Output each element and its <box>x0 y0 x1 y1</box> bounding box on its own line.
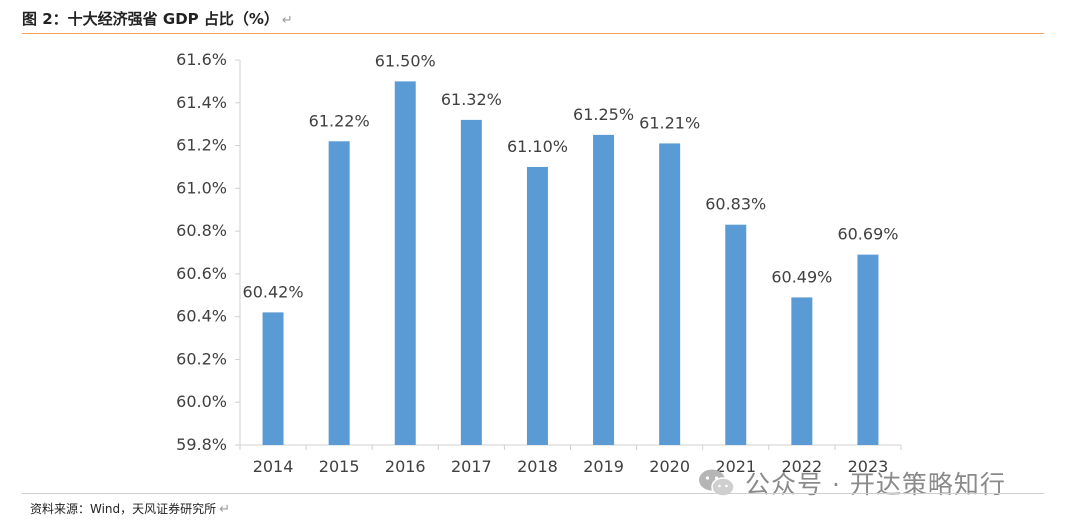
source-note-text: 资料来源：Wind，天风证券研究所 <box>30 502 217 516</box>
y-tick-label: 61.0% <box>176 178 227 197</box>
data-label: 60.42% <box>243 282 304 301</box>
source-note: 资料来源：Wind，天风证券研究所 ↵ <box>30 500 230 517</box>
y-tick-label: 59.8% <box>176 435 227 454</box>
bar <box>460 119 482 445</box>
source-rule <box>22 493 1044 494</box>
x-tick-label: 2021 <box>715 457 756 476</box>
bar <box>725 224 747 445</box>
title-rule <box>22 33 1044 34</box>
x-tick-label: 2022 <box>781 457 822 476</box>
wechat-icon <box>699 469 735 497</box>
x-tick-label: 2017 <box>451 457 492 476</box>
x-tick-label: 2015 <box>319 457 360 476</box>
bar <box>394 81 416 445</box>
y-tick-label: 61.4% <box>176 93 227 112</box>
return-mark: ↵ <box>281 13 293 28</box>
data-label: 61.50% <box>375 51 436 70</box>
y-tick-label: 60.4% <box>176 307 227 326</box>
y-tick-label: 60.0% <box>176 392 227 411</box>
bar <box>659 143 681 445</box>
y-tick-label: 61.6% <box>176 50 227 69</box>
source-return-mark: ↵ <box>219 502 231 517</box>
bar <box>328 141 350 445</box>
x-tick-label: 2020 <box>649 457 690 476</box>
x-tick-label: 2023 <box>848 457 889 476</box>
watermark: 公众号 · 开达策略知行 <box>697 465 1006 501</box>
x-tick-label: 2018 <box>517 457 558 476</box>
y-tick-label: 60.8% <box>176 221 227 240</box>
data-label: 61.25% <box>573 105 634 124</box>
bar <box>526 166 548 445</box>
bar <box>857 254 879 445</box>
x-tick-label: 2014 <box>253 457 294 476</box>
data-label: 61.10% <box>507 137 568 156</box>
data-label: 60.69% <box>837 225 898 244</box>
data-label: 61.22% <box>309 111 370 130</box>
bar <box>593 134 615 445</box>
bar <box>791 297 813 445</box>
data-label: 61.32% <box>441 90 502 109</box>
data-label: 60.49% <box>771 267 832 286</box>
data-label: 61.21% <box>639 113 700 132</box>
figure-title-text: 图 2：十大经济强省 GDP 占比（%） <box>22 10 279 28</box>
y-tick-label: 60.2% <box>176 349 227 368</box>
y-tick-label: 60.6% <box>176 264 227 283</box>
data-label: 60.83% <box>705 195 766 214</box>
figure-title: 图 2：十大经济强省 GDP 占比（%） ↵ <box>22 8 293 29</box>
watermark-text: 公众号 · 开达策略知行 <box>745 470 1006 499</box>
x-tick-label: 2016 <box>385 457 426 476</box>
x-tick-label: 2019 <box>583 457 624 476</box>
bar <box>262 312 284 445</box>
y-tick-label: 61.2% <box>176 136 227 155</box>
